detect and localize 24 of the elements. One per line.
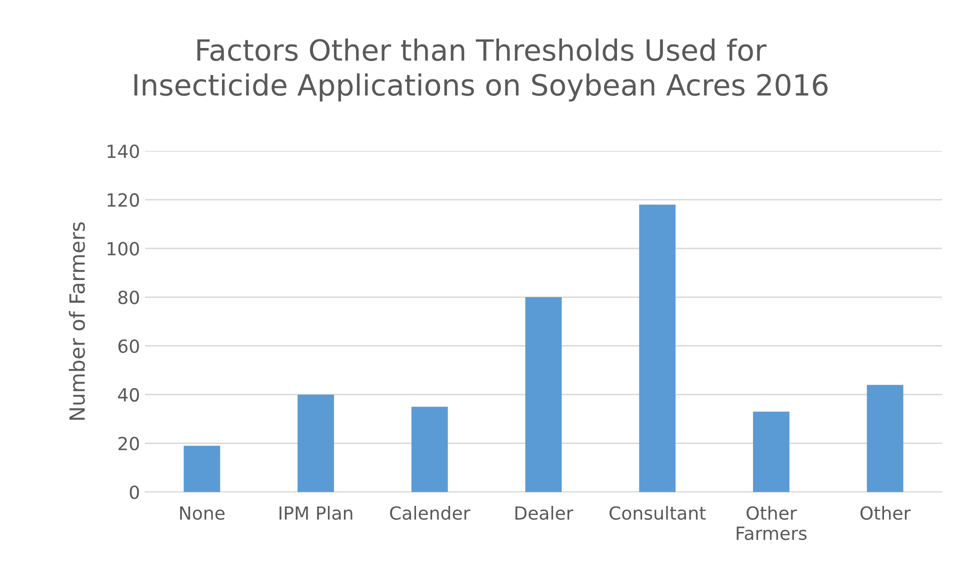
x-tick-label: Dealer [515,506,574,520]
y-tick-label: 80 [118,290,139,304]
x-tick-label: None [180,506,225,520]
y-axis-title: Number of Farmers [68,222,85,420]
y-tick-label: 60 [118,339,139,353]
y-tick-label: 140 [108,144,139,158]
x-tick-label: Calender [390,506,470,520]
x-tick-label: Other [860,506,911,520]
bar [184,446,220,492]
x-tick-label: IPM Plan [280,506,352,520]
bar [298,394,334,492]
y-tick-label: 0 [130,485,139,500]
x-tick-label: Other Farmers [736,506,807,540]
bar [752,412,790,492]
bar [525,297,562,492]
bar [411,406,448,492]
bar [639,204,676,492]
y-tick-label: 100 [108,242,139,256]
x-tick-label: Consultant [610,506,706,520]
y-tick-label: 40 [118,388,139,402]
y-tick-label: 120 [108,193,139,207]
bar [866,384,904,492]
chart-title: Factors Other than Thresholds Used for Insecticide Applications on Soybean Acres 2016 [134,38,828,102]
y-tick-label: 20 [118,436,139,450]
